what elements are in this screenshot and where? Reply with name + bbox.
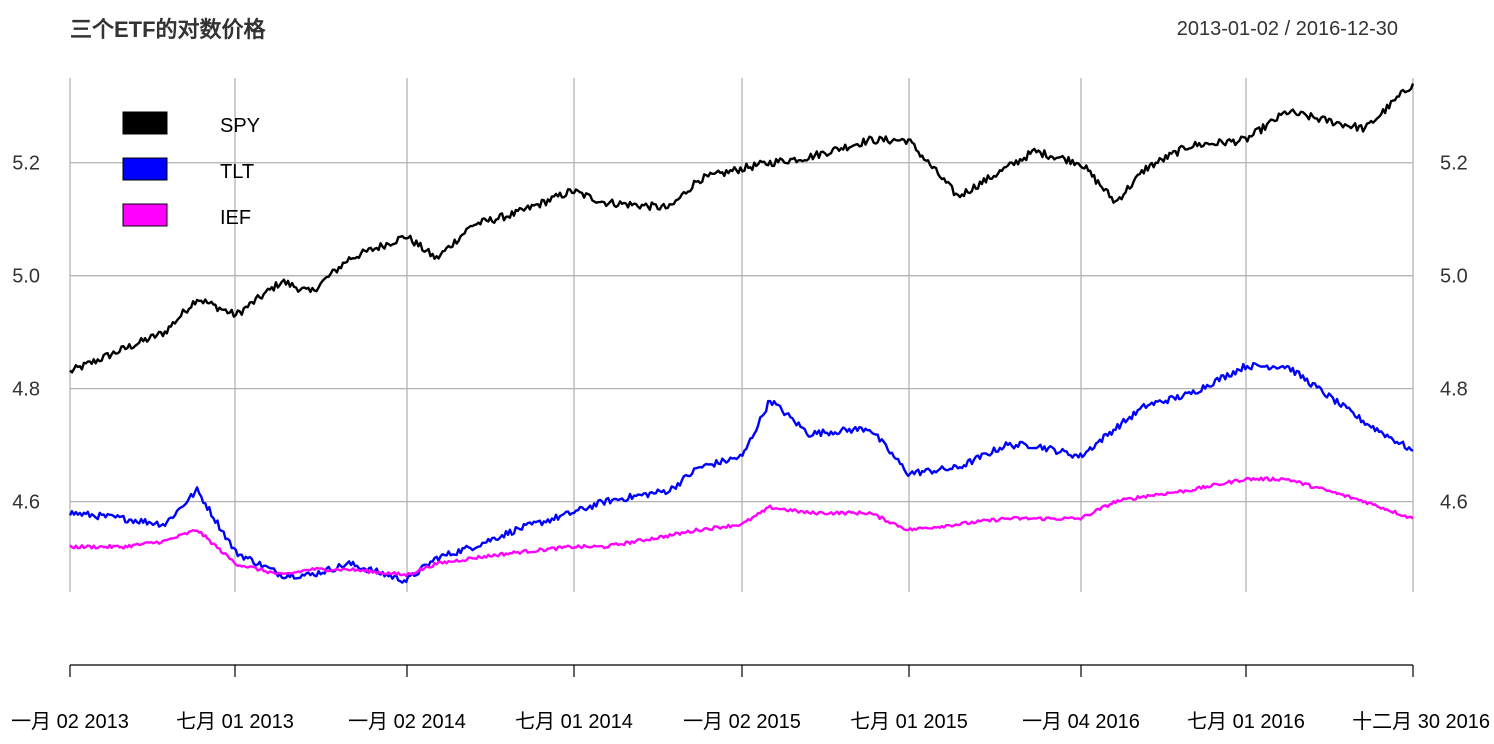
legend-label-ief: IEF — [220, 207, 251, 229]
chart-title: 三个ETF的对数价格 — [70, 17, 267, 42]
axes: 4.6 4.6 4.8 4.8 5.0 5.0 5.2 5.2 一月 02 2013 七月 01 … — [11, 153, 1490, 733]
x-tick-label: 一月 02 2014 — [348, 711, 466, 733]
x-tick-label: 七月 01 2013 — [176, 710, 294, 733]
y-tick-label-left: 5.0 — [12, 266, 40, 288]
y-tick-label-right: 5.2 — [1440, 153, 1468, 175]
legend-label-spy: SPY — [220, 115, 260, 137]
x-tick-label: 一月 02 2015 — [683, 711, 801, 733]
y-tick-label-left: 4.6 — [12, 492, 40, 514]
grid — [69, 78, 1414, 592]
y-tick-label-left: 5.2 — [12, 153, 40, 175]
y-tick-label-right: 5.0 — [1440, 266, 1468, 288]
series-layer — [68, 83, 1415, 584]
y-tick-label-left: 4.8 — [12, 379, 40, 401]
series-line-tlt — [68, 361, 1414, 584]
legend-swatch-tlt — [122, 157, 168, 181]
date-range-label: 2013-01-02 / 2016-12-30 — [1177, 18, 1398, 40]
legend: SPY TLT IEF — [122, 111, 260, 229]
legend-swatch-ief — [122, 203, 168, 227]
y-tick-label-right: 4.8 — [1440, 379, 1468, 401]
x-tick-label: 一月 04 2016 — [1022, 711, 1140, 733]
series-line-ief — [69, 476, 1414, 578]
legend-label-tlt: TLT — [220, 161, 254, 183]
x-tick-label: 十二月 30 2016 — [1352, 710, 1490, 733]
x-tick-label: 一月 02 2013 — [11, 711, 129, 733]
series-line-spy — [69, 83, 1415, 374]
x-tick-label: 七月 01 2014 — [515, 710, 633, 733]
x-tick-label: 七月 01 2015 — [850, 710, 968, 733]
y-tick-label-right: 4.6 — [1440, 492, 1468, 514]
x-tick-label: 七月 01 2016 — [1187, 710, 1305, 733]
legend-swatch-spy — [122, 111, 168, 135]
